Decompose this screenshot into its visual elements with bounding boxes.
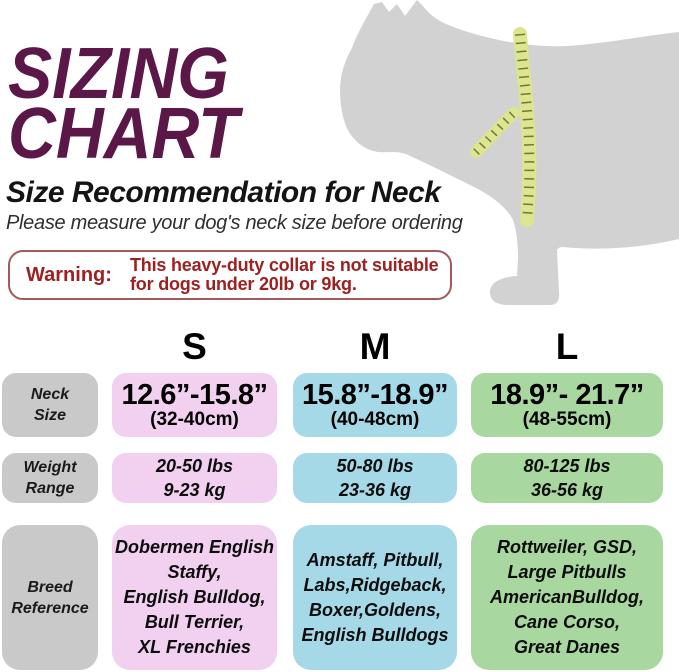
measuring-tape-branch [470,107,520,158]
breed-reference-cell-m: Amstaff, Pitbull, Labs,Ridgeback, Boxer,… [293,525,457,670]
breeds-m: Amstaff, Pitbull, Labs,Ridgeback, Boxer,… [301,549,449,645]
row-label-neck-size: Neck Size [2,373,98,437]
measuring-tape-ticks [515,33,535,221]
weight-range-l: 80-125 lbs 36-56 kg [523,456,611,500]
row-label-weight-range: Weight Range [2,453,98,503]
neck-range-inches-m: 15.8”-18.9” [301,379,449,411]
warning-box: Warning: This heavy-duty collar is not s… [8,250,452,300]
size-header-l: L [555,326,579,367]
weight-range-cell-l: 80-125 lbs 36-56 kg [471,453,663,503]
neck-size-cell-m: 15.8”-18.9” (40-48cm) [293,373,457,437]
neck-range-cm-s: (32-40cm) [150,409,239,430]
weight-range-s: 20-50 lbs 9-23 kg [155,456,234,500]
size-header-m: M [359,326,391,367]
warning-message: This heavy-duty collar is not suitable f… [130,255,439,294]
size-header-s: S [182,326,207,367]
breed-reference-cell-s: Dobermen English Staffy, English Bulldog… [112,525,277,670]
subtitle: Size Recommendation for Neck [6,176,441,209]
neck-range-inches-s: 12.6”-15.8” [121,379,268,411]
dog-illustration [340,0,679,305]
measure-note: Please measure your dog's neck size befo… [6,212,463,234]
page-title: SIZING CHART [8,34,239,174]
neck-size-cell-s: 12.6”-15.8” (32-40cm) [112,373,277,437]
weight-range-cell-s: 20-50 lbs 9-23 kg [112,453,277,503]
weight-range-cell-m: 50-80 lbs 23-36 kg [293,453,457,503]
neck-range-cm-m: (40-48cm) [330,409,420,430]
warning-label: Warning: [26,263,112,286]
row-label-breed-reference: Breed Reference [2,525,98,670]
breed-reference-cell-l: Rottweiler, GSD, Large Pitbulls American… [471,525,663,670]
breeds-s: Dobermen English Staffy, English Bulldog… [114,537,275,657]
weight-range-m: 50-80 lbs 23-36 kg [336,456,414,500]
neck-range-inches-l: 18.9”- 21.7” [490,379,644,411]
page-title-line1: SIZING [8,34,229,114]
neck-size-cell-l: 18.9”- 21.7” (48-55cm) [471,373,663,437]
dog-silhouette [340,0,679,305]
neck-range-cm-l: (48-55cm) [522,409,612,430]
breeds-l: Rottweiler, GSD, Large Pitbulls American… [489,537,645,657]
page-title-line2: CHART [8,94,239,174]
